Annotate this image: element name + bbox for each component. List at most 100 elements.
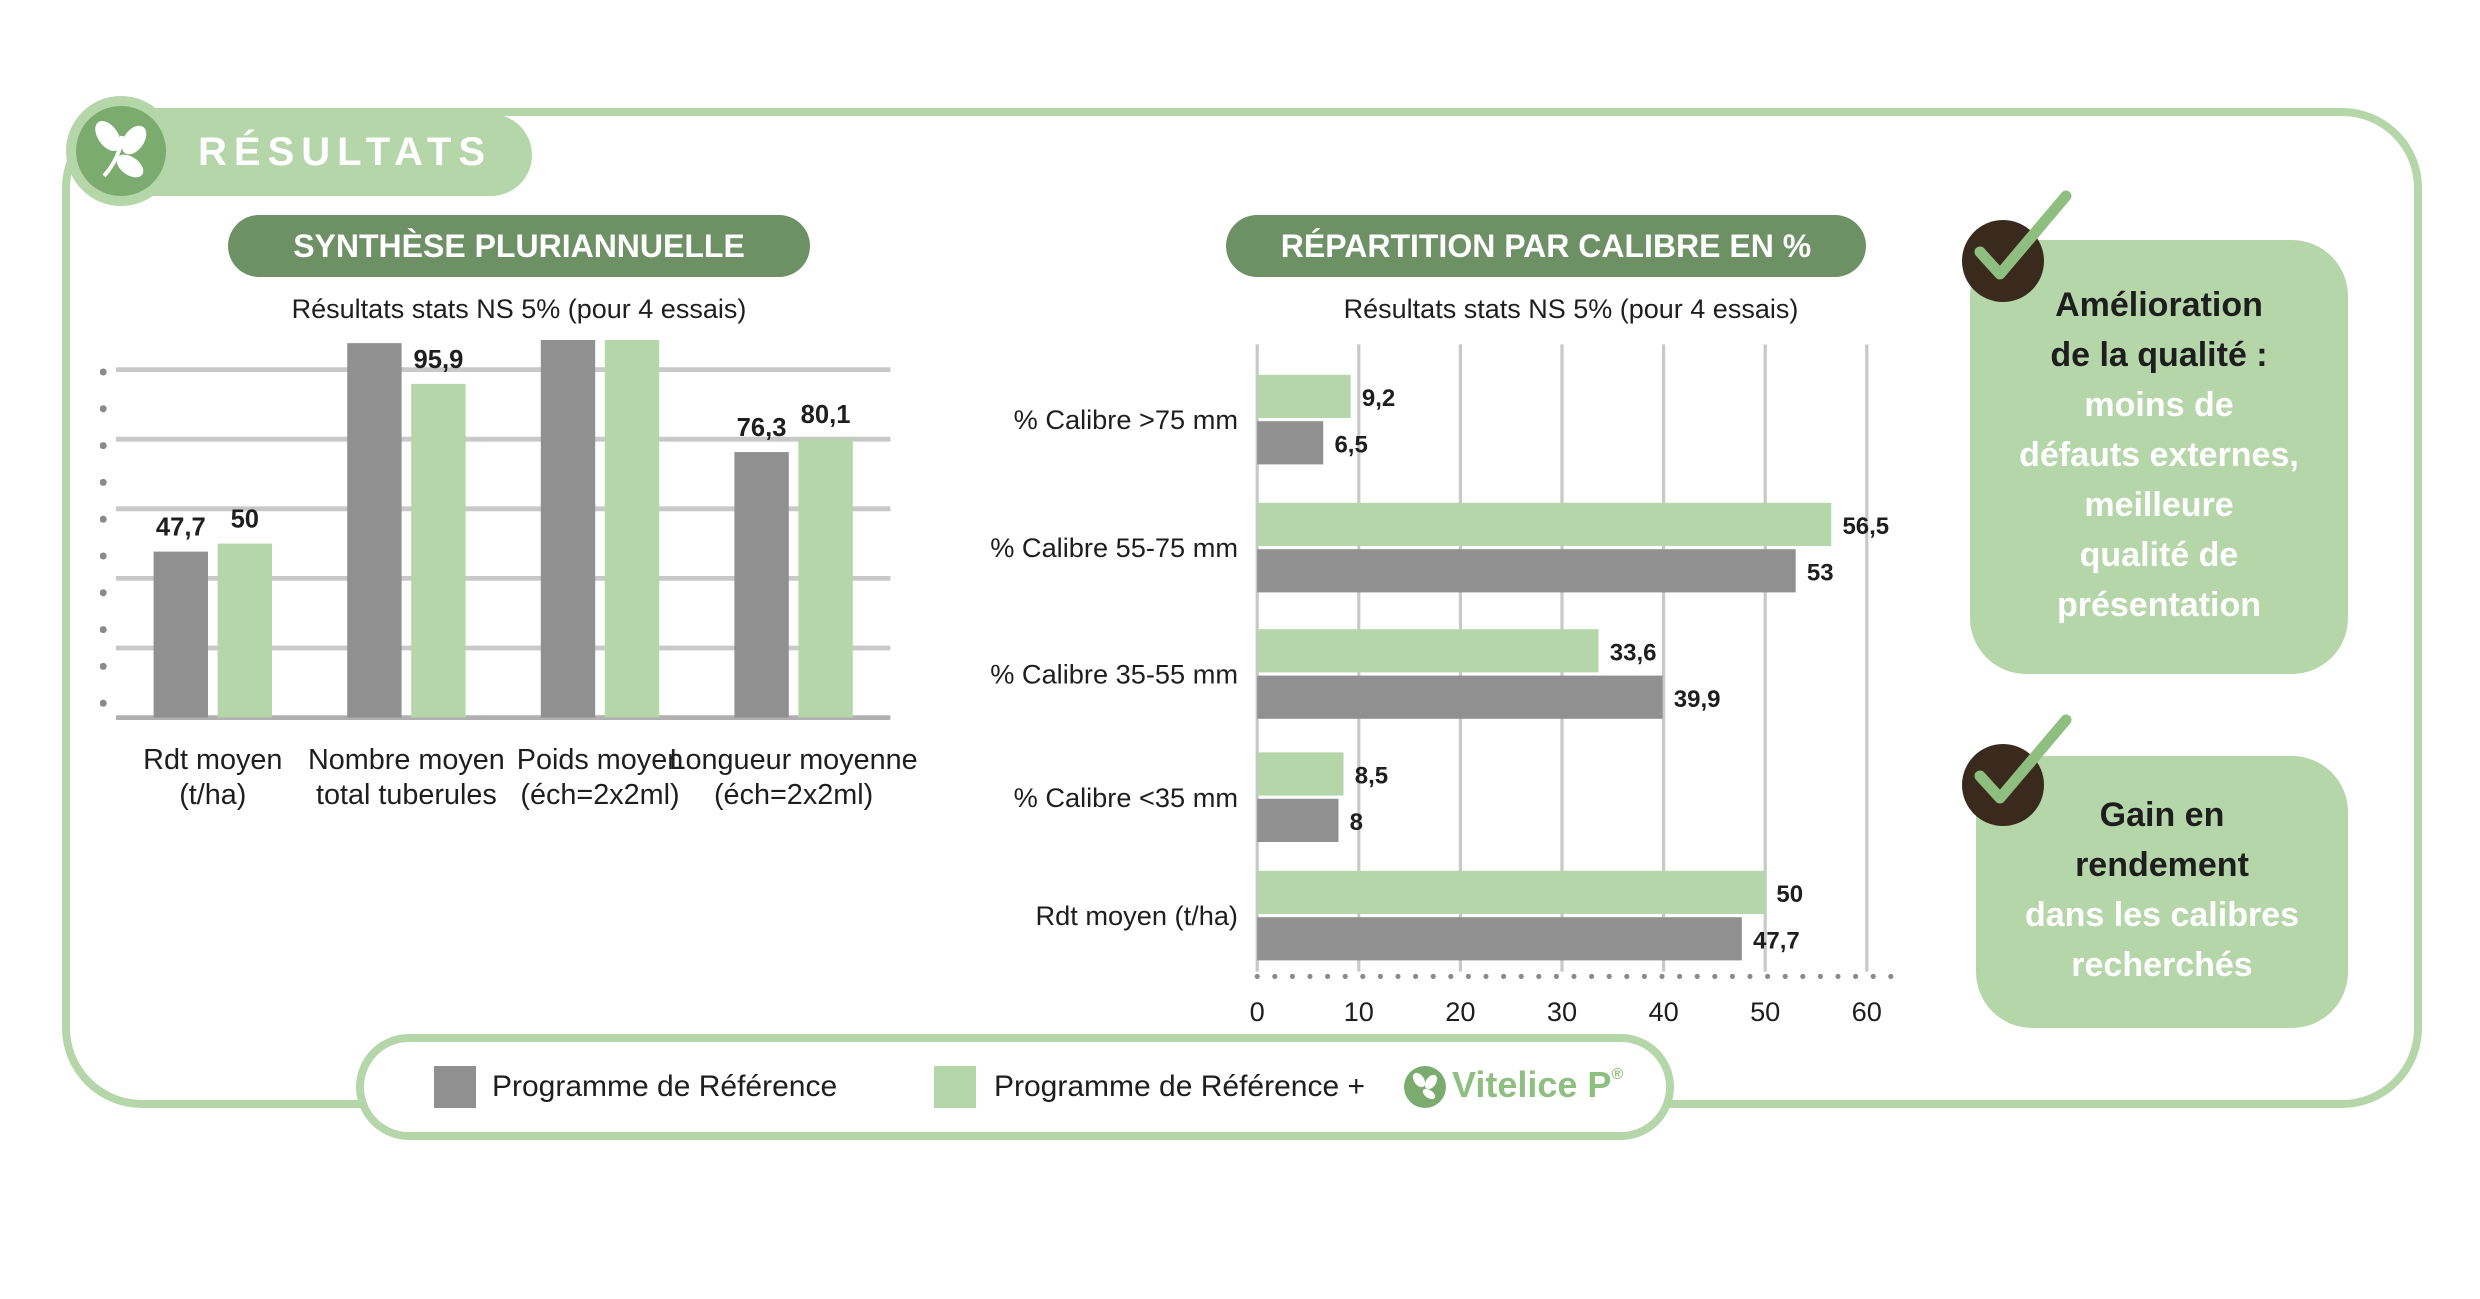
axis-dot <box>1518 973 1524 979</box>
data-label: 33,6 <box>1610 639 1657 666</box>
bar <box>1257 917 1742 961</box>
callout-text: présentation <box>2056 586 2262 624</box>
axis-dot <box>1272 973 1278 979</box>
tick-label: 30 <box>1547 996 1577 1027</box>
results-title: RÉSULTATS <box>198 130 493 174</box>
bar <box>604 340 660 718</box>
leaf-logo-icon <box>66 96 176 206</box>
bar <box>1257 870 1766 914</box>
callout-text: Amélioration <box>2055 286 2263 324</box>
axis-dot <box>1413 973 1419 979</box>
data-label: 50 <box>1776 881 1803 908</box>
axis-dot <box>100 442 107 450</box>
category-label: Longueur moyenne <box>670 744 918 776</box>
axis-dot <box>1254 973 1260 979</box>
axis-dot <box>1800 973 1806 979</box>
bar <box>1257 374 1351 418</box>
callout-text: rendement <box>2075 846 2249 884</box>
category-label: Rdt moyen <box>143 744 282 776</box>
bar <box>153 551 208 718</box>
bar <box>1257 752 1344 796</box>
legend-label-reference: Programme de Référence <box>492 1070 838 1103</box>
calibre-subtitle: Résultats stats NS 5% (pour 4 essais) <box>1343 294 1799 324</box>
axis-dot <box>1448 973 1454 979</box>
tick-label: 0 <box>1250 996 1265 1027</box>
data-label: 56,5 <box>1842 513 1889 540</box>
callout-text: meilleure <box>2084 486 2234 524</box>
axis-dot <box>1729 973 1735 979</box>
bar <box>1257 798 1339 842</box>
axis-dot <box>100 552 107 560</box>
bar <box>1257 502 1832 546</box>
data-label: 53 <box>1807 559 1834 586</box>
axis-dot <box>1694 973 1700 979</box>
callout-text: Gain en <box>2099 796 2225 834</box>
category-label: (éch=2x2ml) <box>714 779 873 811</box>
axis-dot <box>1501 973 1507 979</box>
axis-dot <box>1553 973 1559 979</box>
category-label: Rdt moyen (t/ha) <box>1036 900 1238 931</box>
axis-dot <box>100 405 107 413</box>
legend-label-vitelice: Programme de Référence + <box>994 1070 1366 1103</box>
data-label: 39,9 <box>1674 686 1721 713</box>
bar <box>411 383 466 718</box>
callout-text: moins de <box>2084 386 2234 424</box>
data-label: 76,3 <box>737 414 787 442</box>
category-label: % Calibre <35 mm <box>1014 782 1238 813</box>
synthesis-title: SYNTHÈSE PLURIANNUELLE <box>228 215 810 277</box>
axis-dot <box>1483 973 1489 979</box>
callout-text: recherchés <box>2071 946 2253 984</box>
axis-dot <box>100 589 107 597</box>
category-label: Nombre moyen <box>308 744 505 776</box>
legend-swatch-vitelice <box>934 1066 976 1108</box>
axis-dot <box>1289 973 1295 979</box>
brand-name-text: Vitelice P <box>1452 1064 1612 1105</box>
category-label: (t/ha) <box>179 779 246 811</box>
brand-mark: ® <box>1611 1066 1624 1083</box>
axis-dot <box>1360 973 1366 979</box>
axis-dot <box>1377 973 1383 979</box>
axis-dot <box>1853 973 1859 979</box>
axis-dot <box>1589 973 1595 979</box>
tick-label: 50 <box>1750 996 1780 1027</box>
calibre-title: RÉPARTITION PAR CALIBRE EN % <box>1226 215 1866 277</box>
axis-dot <box>1659 973 1665 979</box>
data-label: 95,9 <box>413 346 463 374</box>
results-tab: RÉSULTATS <box>140 114 532 196</box>
check-icon <box>1962 714 2072 826</box>
tick-label: 60 <box>1852 996 1882 1027</box>
data-label: 8,5 <box>1355 763 1388 790</box>
callout-text: défauts externes, <box>2019 436 2299 474</box>
bar <box>1257 629 1599 673</box>
bar <box>1257 549 1796 593</box>
data-label: 9,2 <box>1362 385 1395 412</box>
axis-dot <box>1342 973 1348 979</box>
axis-dot <box>1677 973 1683 979</box>
axis-dot <box>1817 973 1823 979</box>
category-label: Poids moyen <box>517 744 683 776</box>
axis-dot <box>1747 973 1753 979</box>
axis-dot <box>1624 973 1630 979</box>
legend <box>356 1034 1674 1140</box>
bar <box>540 340 596 718</box>
bar <box>798 438 853 718</box>
data-label: 47,7 <box>156 514 206 542</box>
axis-dot <box>1888 973 1894 979</box>
axis-dot <box>1465 973 1471 979</box>
callout-text: dans les calibres <box>2024 896 2300 934</box>
axis-dot <box>1765 973 1771 979</box>
callout-text: qualité de <box>2079 536 2239 574</box>
tick-label: 40 <box>1648 996 1678 1027</box>
tick-label: 10 <box>1344 996 1374 1027</box>
data-label: 47,7 <box>1753 927 1800 954</box>
axis-dot <box>1536 973 1542 979</box>
axis-dot <box>100 478 107 486</box>
callout-text: de la qualité : <box>2050 336 2268 374</box>
axis-dot <box>100 368 107 376</box>
legend-swatch-reference <box>434 1066 476 1108</box>
axis-dot <box>1430 973 1436 979</box>
axis-dot <box>1606 973 1612 979</box>
vitelice-logo-icon <box>1404 1066 1446 1108</box>
bar <box>734 452 789 718</box>
